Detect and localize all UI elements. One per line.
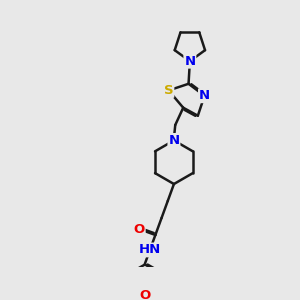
Text: O: O bbox=[140, 290, 151, 300]
Text: H: H bbox=[145, 245, 154, 255]
Text: S: S bbox=[164, 84, 173, 97]
Text: N: N bbox=[168, 134, 179, 147]
Text: N: N bbox=[199, 89, 210, 102]
Text: O: O bbox=[134, 223, 145, 236]
Text: N: N bbox=[184, 55, 195, 68]
Text: HN: HN bbox=[139, 244, 161, 256]
